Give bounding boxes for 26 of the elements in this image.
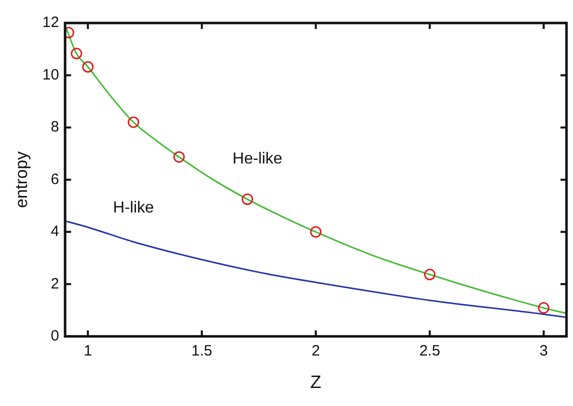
y-tick-label: 4 <box>50 223 60 240</box>
series-label: He-like <box>232 150 282 168</box>
y-tick-label: 10 <box>42 66 60 84</box>
point <box>242 194 254 206</box>
point <box>70 48 82 60</box>
line-series <box>65 27 566 314</box>
point <box>310 226 322 238</box>
y-tick-label: 0 <box>50 328 60 345</box>
line-series <box>65 220 566 318</box>
series-label: H-like <box>113 199 154 216</box>
x-axis-title: Z <box>310 372 322 392</box>
y-axis-title: entropy <box>12 150 31 208</box>
y-tick-label: 8 <box>50 118 60 136</box>
y-tick-label: 2 <box>50 275 60 292</box>
x-tick-label: 1.5 <box>191 342 212 360</box>
y-tick-label: 12 <box>42 14 60 32</box>
x-tick-label: 3 <box>540 342 548 360</box>
point <box>538 302 550 314</box>
x-tick-label: 1 <box>84 342 92 360</box>
point <box>424 268 436 280</box>
y-tick-label: 6 <box>50 170 60 188</box>
x-tick-label: 2.5 <box>419 342 440 360</box>
point <box>173 151 185 163</box>
x-tick-label: 2 <box>312 342 320 360</box>
point <box>82 61 94 73</box>
point <box>128 116 140 128</box>
